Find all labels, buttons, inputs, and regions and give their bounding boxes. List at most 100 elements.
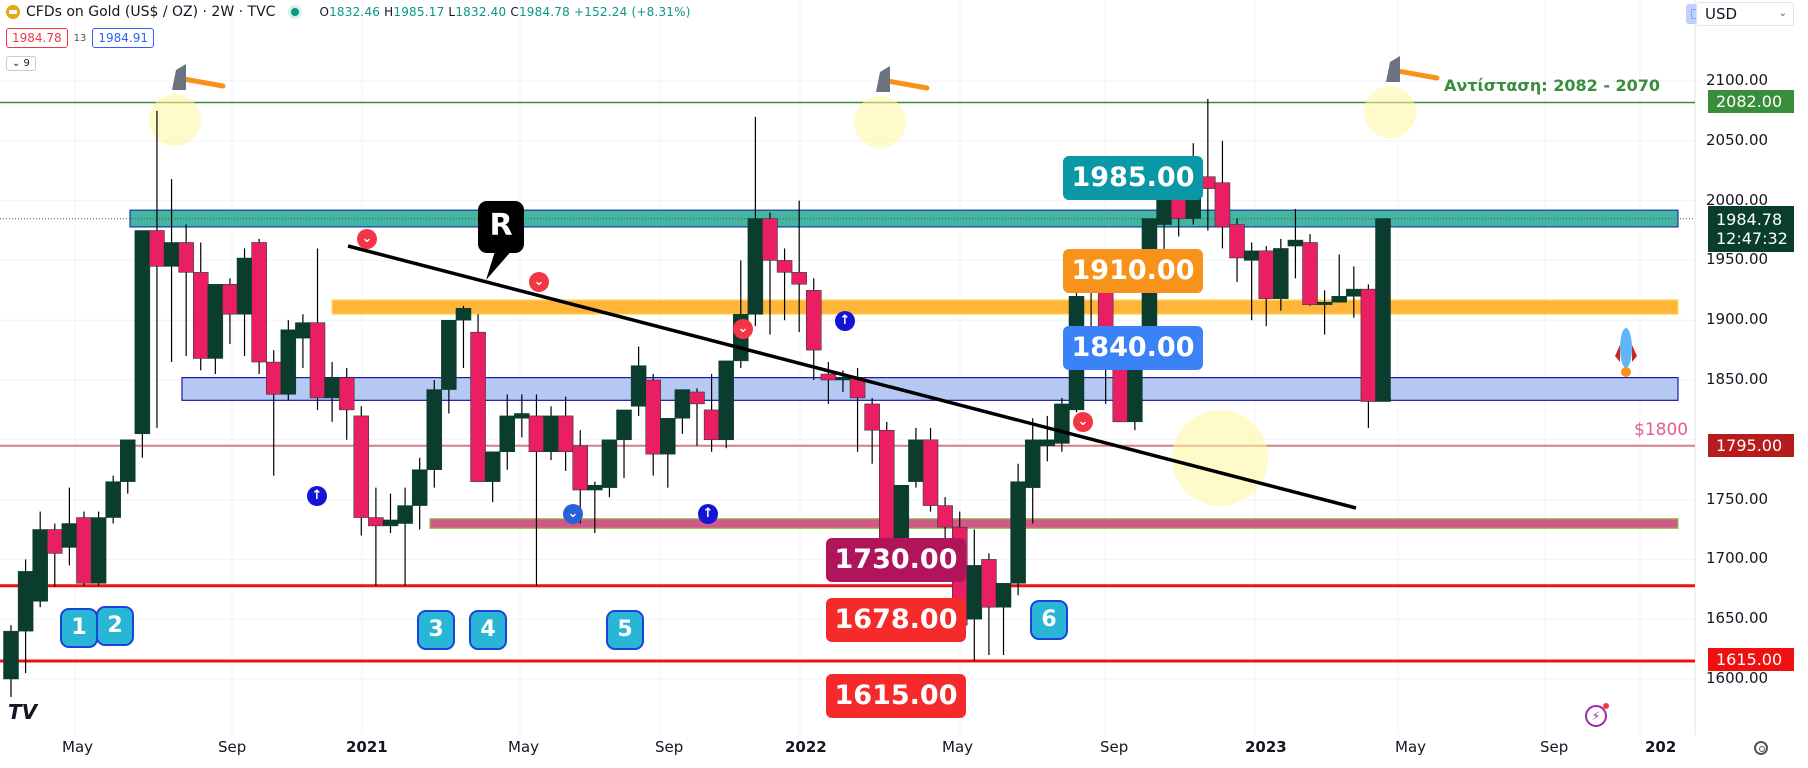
time-tick: 2021 bbox=[346, 738, 388, 756]
currency-select[interactable]: USD ⌄ bbox=[1696, 2, 1794, 26]
gold-symbol-icon bbox=[6, 5, 20, 19]
time-tick: Sep bbox=[1100, 738, 1129, 756]
candle-body bbox=[134, 230, 151, 435]
hammer-icon bbox=[172, 64, 226, 90]
level-1800-label[interactable]: $1800 bbox=[1634, 420, 1689, 440]
zone-label-1840[interactable]: 1840.00 bbox=[1063, 326, 1203, 370]
candle-body bbox=[455, 307, 472, 321]
candle-body bbox=[1039, 439, 1056, 447]
zone-label-1985[interactable]: 1985.00 bbox=[1063, 156, 1203, 200]
highlight-circle bbox=[854, 96, 906, 148]
candle-body bbox=[820, 373, 837, 381]
callout-1[interactable]: 1 bbox=[60, 608, 98, 648]
trade-buttons: 1984.78 13 1984.91 bbox=[6, 28, 154, 48]
candle-body bbox=[616, 409, 632, 441]
indicators-collapse-button[interactable]: ⌄ 9 bbox=[6, 56, 36, 71]
settings-icon[interactable] bbox=[1754, 741, 1768, 755]
candle-body bbox=[353, 415, 370, 518]
candle-body bbox=[61, 523, 78, 548]
price-tick: 1900.00 bbox=[1706, 310, 1769, 329]
price-tick: 2100.00 bbox=[1706, 71, 1769, 89]
candle-body bbox=[1302, 242, 1318, 305]
callout-2[interactable]: 2 bbox=[96, 606, 134, 646]
price-tick: 1700.00 bbox=[1706, 549, 1769, 568]
candle-body bbox=[382, 519, 399, 527]
zone-1910 bbox=[331, 299, 1679, 315]
zone-label-1910[interactable]: 1910.00 bbox=[1063, 249, 1203, 293]
callout-5[interactable]: 5 bbox=[606, 610, 644, 650]
candle-body bbox=[251, 242, 267, 363]
candle-body bbox=[397, 505, 413, 524]
time-tick: 2022 bbox=[785, 738, 827, 756]
candle-body bbox=[1214, 182, 1231, 228]
candle-body bbox=[295, 322, 311, 339]
candle-body bbox=[178, 242, 194, 273]
signal-up-icon[interactable]: ↑ bbox=[698, 504, 718, 524]
symbol-legend[interactable]: CFDs on Gold (US$ / OZ) · 2W · TVC O1832… bbox=[6, 4, 691, 20]
candle-body bbox=[835, 377, 851, 381]
candle-body bbox=[1258, 250, 1274, 299]
candle-body bbox=[441, 319, 457, 390]
candle-body bbox=[192, 272, 209, 359]
candle-body bbox=[791, 272, 807, 285]
signal-up-icon[interactable]: ↑ bbox=[307, 486, 327, 506]
resistance-price-tag: 2082.00 bbox=[1708, 90, 1794, 113]
sell-button[interactable]: 1984.78 bbox=[6, 28, 68, 48]
trendline bbox=[347, 244, 1357, 510]
candle-body bbox=[265, 361, 282, 395]
change-value: +152.24 (+8.31%) bbox=[574, 5, 691, 19]
candle-body bbox=[1112, 361, 1129, 423]
candle-body bbox=[1287, 239, 1304, 247]
candle-body bbox=[747, 218, 764, 315]
signal-down-icon[interactable]: ⌄ bbox=[529, 272, 549, 292]
bar-countdown: 12:47:32 bbox=[1716, 229, 1788, 248]
candle-body bbox=[324, 377, 340, 399]
level-1615-tag: 1615.00 bbox=[1708, 648, 1794, 671]
highlight-circle bbox=[1172, 410, 1268, 506]
signal-down-icon[interactable]: ⌄ bbox=[733, 319, 753, 339]
candle-body bbox=[207, 284, 224, 359]
time-tick: May bbox=[62, 738, 94, 756]
time-tick: Sep bbox=[218, 738, 247, 756]
resistance-label[interactable]: Αντίσταση: 2082 - 2070 bbox=[1444, 76, 1661, 95]
tradingview-logo[interactable]: TV bbox=[8, 700, 38, 724]
price-tick: 2000.00 bbox=[1706, 190, 1769, 209]
zone-label-1678[interactable]: 1678.00 bbox=[826, 598, 966, 642]
price-tick: 1850.00 bbox=[1706, 370, 1769, 388]
candle-body bbox=[120, 439, 136, 482]
candle-body bbox=[470, 331, 486, 482]
price-tick: 1650.00 bbox=[1706, 609, 1769, 628]
market-status-icon bbox=[291, 8, 300, 16]
signal-down-icon[interactable]: ⌄ bbox=[357, 229, 377, 249]
time-tick: Sep bbox=[655, 738, 684, 756]
symbol-title[interactable]: CFDs on Gold (US$ / OZ) · 2W · TVC bbox=[26, 4, 276, 20]
zone-label-1730[interactable]: 1730.00 bbox=[826, 538, 966, 582]
callout-6[interactable]: 6 bbox=[1030, 600, 1068, 640]
signal-up-icon[interactable]: ↑ bbox=[835, 311, 855, 331]
zone-1730 bbox=[429, 518, 1679, 529]
candle-body bbox=[601, 439, 618, 488]
candle-body bbox=[368, 517, 384, 527]
signal-down-icon[interactable]: ⌄ bbox=[1073, 412, 1093, 432]
candle-body bbox=[484, 451, 501, 482]
candle-body bbox=[937, 505, 953, 528]
signal-up-icon[interactable]: ⌄ bbox=[563, 504, 583, 524]
candle-body bbox=[236, 257, 253, 315]
candle-body bbox=[864, 403, 880, 431]
highlight-circle bbox=[149, 94, 201, 146]
time-tick: May bbox=[508, 738, 540, 756]
candle-body bbox=[572, 445, 588, 491]
resistance-r-badge[interactable]: R bbox=[478, 201, 524, 253]
candle-body bbox=[1010, 481, 1026, 584]
candle-body bbox=[222, 284, 238, 315]
callout-4[interactable]: 4 bbox=[469, 610, 507, 650]
candle-body bbox=[557, 415, 574, 453]
buy-button[interactable]: 1984.91 bbox=[92, 28, 154, 48]
zone-label-1615[interactable]: 1615.00 bbox=[826, 674, 966, 718]
callout-3[interactable]: 3 bbox=[417, 610, 455, 650]
candle-body bbox=[47, 529, 63, 554]
lightning-icon[interactable]: ⚡ bbox=[1585, 703, 1609, 727]
currency-value: USD bbox=[1705, 5, 1738, 23]
zone-1840 bbox=[181, 377, 1679, 401]
